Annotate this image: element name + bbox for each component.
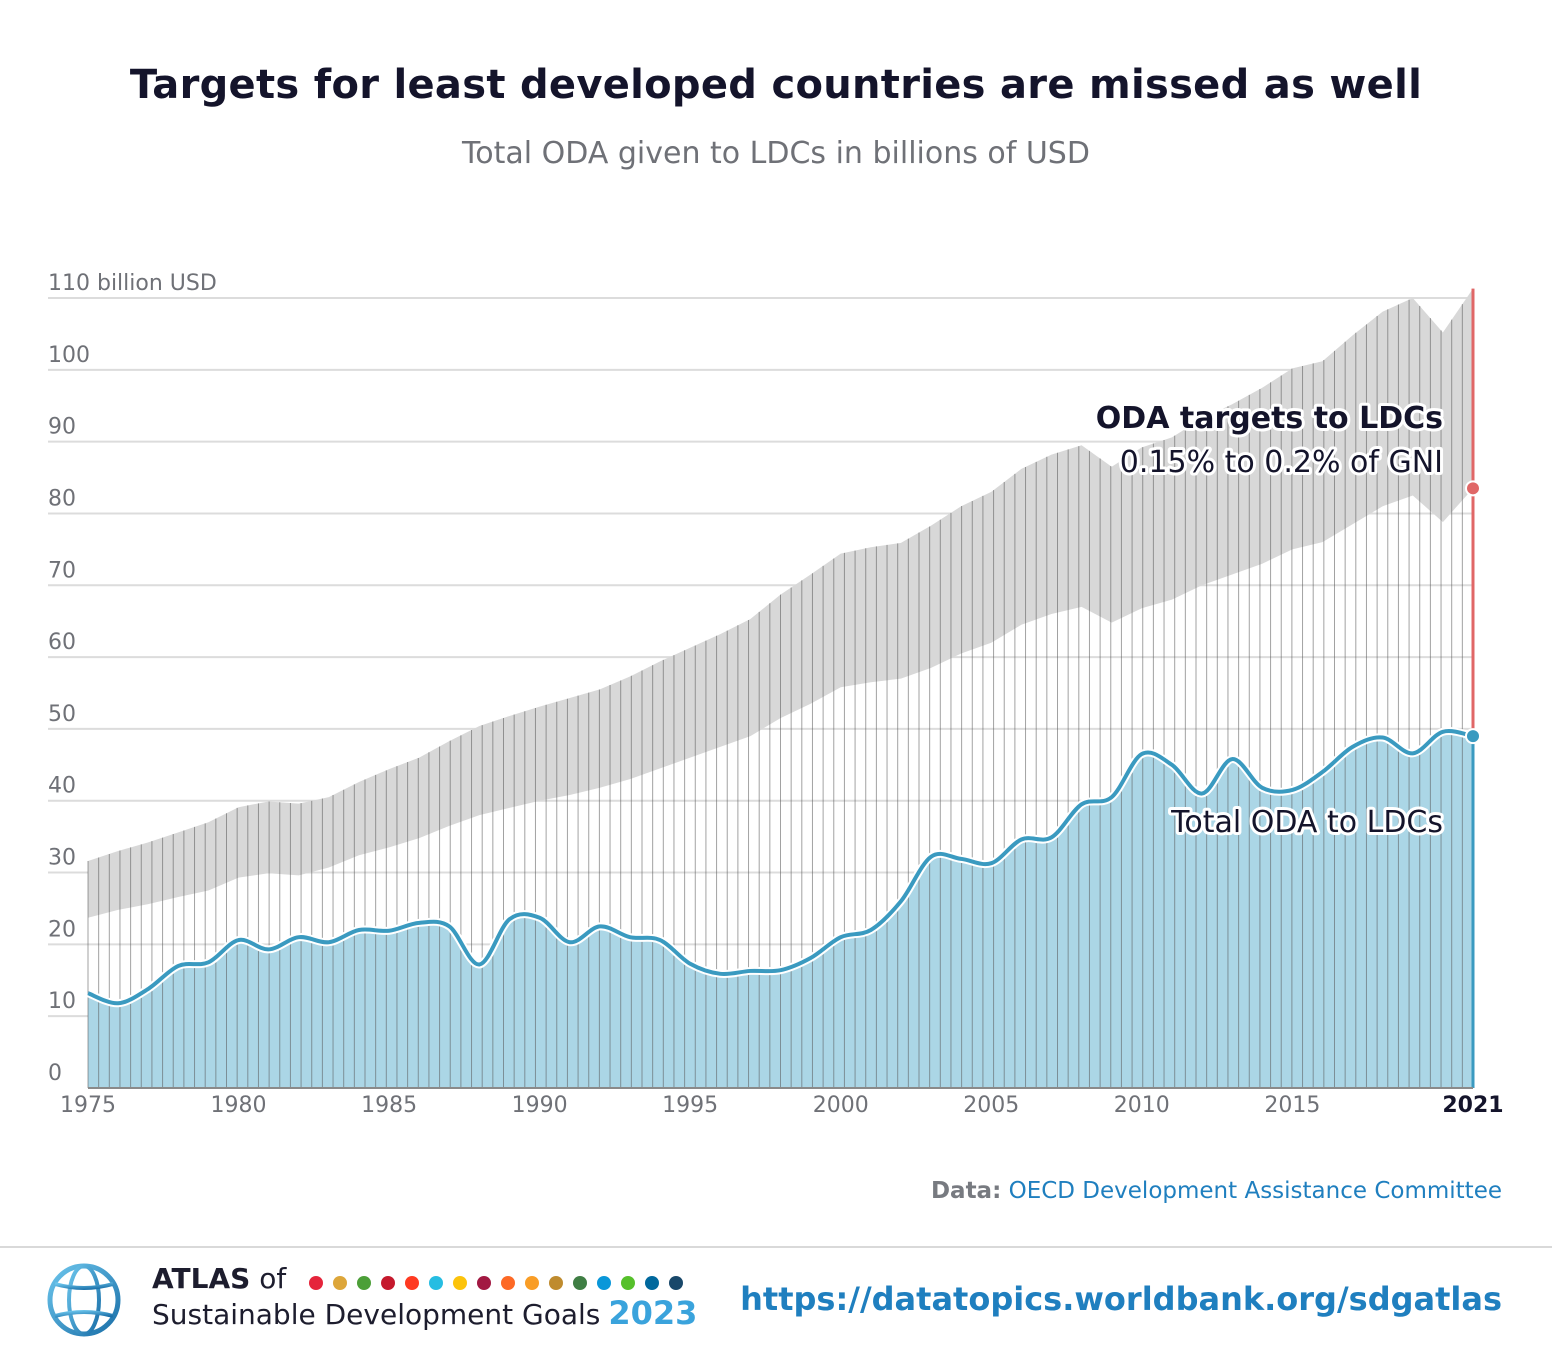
y-tick-label: 30 [48,846,76,871]
atlas-of-word: of [259,1262,287,1295]
x-tick-label: 2000 [813,1093,869,1118]
sdg-dot [309,1275,324,1290]
x-tick-label: 2015 [1264,1093,1320,1118]
y-tick-label: 80 [48,486,76,511]
chart-subtitle: Total ODA given to LDCs in billions of U… [462,136,1090,171]
y-axis-top-label: 110 billion USD [48,271,217,296]
y-tick-label: 20 [48,917,76,942]
data-source-link[interactable]: OECD Development Assistance Committee [1008,1178,1502,1204]
x-tick-label: 1985 [361,1093,417,1118]
y-tick-label: 40 [48,774,76,799]
sdg-dot [645,1275,660,1290]
atlas-brand-line1: ATLAS of [152,1262,693,1297]
sdg-dot [405,1275,420,1290]
x-tick-label: 1975 [60,1093,116,1118]
sdg-dot [453,1275,468,1290]
atlas-year: 2023 [608,1294,698,1332]
atlas-url-link[interactable]: https://datatopics.worldbank.org/sdgatla… [740,1280,1502,1318]
target-2021-point [1465,480,1481,497]
sdg-dot [501,1275,516,1290]
y-tick-label: 100 [48,343,90,368]
x-tick-label: 2021 [1442,1093,1503,1118]
x-tick-label: 1995 [662,1093,718,1118]
y-tick-label: 50 [48,702,76,727]
world-bank-globe-icon [47,1263,121,1337]
target-series-label: ODA targets to LDCs [1096,401,1443,436]
sdg-dot [381,1275,396,1290]
sdg-color-dots [309,1264,693,1297]
oda-area-chart: 0 10 20 30 40 50 60 70 80 90 100 110 billion USD 197… [48,271,1504,1118]
total-oda-area [88,731,1473,1088]
y-tick-label: 70 [48,558,76,583]
y-tick-label: 90 [48,415,76,440]
y-tick-label: 10 [48,989,76,1014]
sdg-dot [621,1275,636,1290]
sdg-dot [525,1275,540,1290]
sdg-dot [357,1275,372,1290]
sdg-dot [333,1275,348,1290]
footer-divider [0,1246,1552,1248]
total-oda-line [87,729,1474,1006]
sdg-dot [429,1275,444,1290]
target-series-sublabel: 0.15% to 0.2% of GNI [1120,445,1443,480]
data-source-label: Data: [930,1178,1002,1204]
x-tick-label: 1990 [512,1093,568,1118]
sdg-dot [669,1275,684,1290]
y-tick-label: 0 [48,1061,62,1086]
sdg-dot [549,1275,564,1290]
data-source: Data: OECD Development Assistance Commit… [931,1178,1502,1204]
x-tick-label: 2010 [1114,1093,1170,1118]
sdg-dot [597,1275,612,1290]
atlas-word: ATLAS [152,1262,251,1295]
sdg-dot [573,1275,588,1290]
x-tick-label: 2005 [963,1093,1019,1118]
x-tick-label: 1980 [211,1093,267,1118]
y-tick-label: 60 [48,630,76,655]
chart-title: Targets for least developed countries ar… [129,62,1423,108]
atlas-subtitle: Sustainable Development Goals [152,1298,601,1331]
total-series-label: Total ODA to LDCs [1170,805,1443,840]
sdg-dot [477,1275,492,1290]
atlas-brand-line2: Sustainable Development Goals 2023 [152,1294,697,1332]
total-2021-point [1465,728,1481,745]
